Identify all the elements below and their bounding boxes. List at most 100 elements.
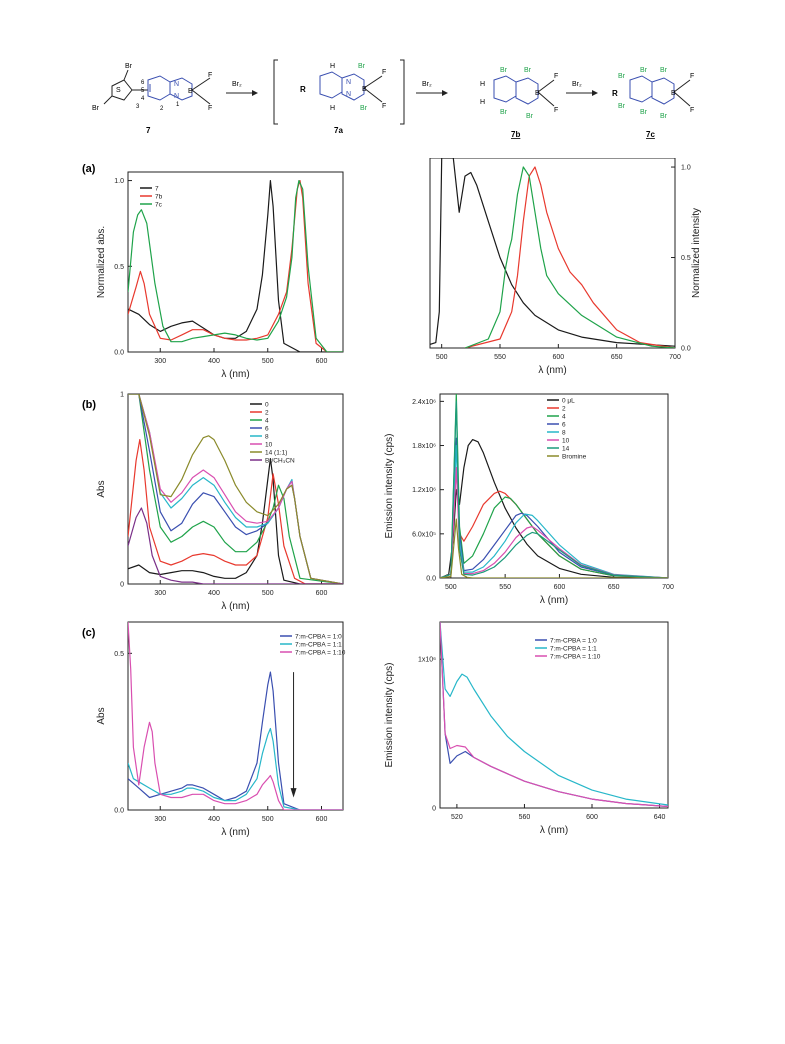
y-tick-label: 1.0 <box>114 178 124 185</box>
y-tick-label: 0.5 <box>114 651 124 658</box>
legend-label: 0 μL <box>562 398 575 405</box>
series-line <box>128 394 343 584</box>
atom-br: Br <box>358 63 366 70</box>
series-line <box>440 394 668 578</box>
series-line <box>440 437 668 578</box>
y-axis-label: Normalized abs. <box>96 226 107 298</box>
chart-b-emission: 500 550 600 650 700 0.0 6.0x10⁵ 1.2x10⁶ 1.8x10⁶ 2… <box>384 393 674 606</box>
plot-frame <box>429 158 676 349</box>
x-axis-label: λ (nm) <box>221 601 249 612</box>
bracket-left <box>273 59 278 125</box>
x-tick-label: 300 <box>154 358 166 365</box>
ring-number: 3 <box>136 104 140 110</box>
legend-label: Br/CH₃CN <box>265 458 295 465</box>
x-tick-label: 520 <box>451 814 463 821</box>
atom-f: F <box>382 69 386 76</box>
series-line <box>440 622 668 806</box>
legend-label: 7:m-CPBA = 1:0 <box>550 638 597 645</box>
x-axis-label: λ (nm) <box>221 827 249 838</box>
y-axis-label: Abs <box>96 480 107 497</box>
x-tick-label: 300 <box>154 816 166 823</box>
reaction-arrow <box>416 90 448 96</box>
ring-number: 2 <box>160 106 164 112</box>
atom-n: N <box>174 93 179 100</box>
legend-label: 7:m-CPBA = 1:1 <box>550 646 597 653</box>
x-tick-label: 500 <box>445 584 457 591</box>
y-tick-label: 6.0x10⁵ <box>412 531 436 538</box>
x-tick-label: 500 <box>436 354 448 361</box>
series-line <box>430 158 675 347</box>
atom-h: H <box>480 81 485 88</box>
ring-number: 4 <box>141 96 145 102</box>
x-tick-label: 600 <box>316 816 328 823</box>
series-line <box>464 166 675 348</box>
atom-br: Br <box>660 113 668 120</box>
legend-label: 10 <box>562 438 570 445</box>
y-tick-label: 1 <box>120 392 124 399</box>
x-tick-label: 600 <box>552 354 564 361</box>
x-axis-label: λ (nm) <box>540 825 568 836</box>
plot-frame <box>127 171 344 353</box>
x-tick-label: 500 <box>262 590 274 597</box>
chart-c-emission: 520 560 600 640 0 1x10⁶ λ (nm) Emission intensi… <box>384 621 669 836</box>
reaction-arrow <box>566 90 598 96</box>
x-tick-label: 400 <box>208 816 220 823</box>
legend-label: 0 <box>265 402 269 409</box>
atom-r: R <box>612 89 618 98</box>
series-line <box>128 180 343 352</box>
atom-br: Br <box>92 105 100 112</box>
series-line <box>464 166 675 348</box>
x-tick-label: 600 <box>316 358 328 365</box>
reagent-label: Br₂ <box>232 81 242 88</box>
x-tick-label: 600 <box>554 584 566 591</box>
legend-label: 8 <box>562 430 566 437</box>
ring-number: 6 <box>141 80 145 86</box>
legend-label: 14 (1:1) <box>265 450 287 457</box>
chart-c-absorbance: 300 400 500 600 0.0 0.5 λ (nm) Abs 7:m-CPBA = 1:… <box>96 621 346 838</box>
x-tick-label: 640 <box>654 814 666 821</box>
atom-br: Br <box>500 67 508 74</box>
y-tick-label: 1.2x10⁶ <box>412 487 436 494</box>
x-tick-label: 500 <box>262 816 274 823</box>
atom-h: H <box>330 105 335 112</box>
series-line <box>440 622 668 808</box>
series-line <box>440 400 668 578</box>
x-axis-label: λ (nm) <box>221 369 249 380</box>
x-tick-label: 600 <box>586 814 598 821</box>
compound-label-7: 7 <box>146 126 151 135</box>
atom-br: Br <box>500 109 508 116</box>
y-tick-label: 1x10⁶ <box>418 657 436 664</box>
atom-b: B <box>535 90 540 97</box>
y-axis-label: Emission intensity (cps) <box>384 433 395 538</box>
atom-f: F <box>208 105 212 112</box>
x-tick-label: 500 <box>262 358 274 365</box>
x-tick-label: 400 <box>208 590 220 597</box>
compound-7-structure <box>103 69 211 105</box>
bracket-right <box>400 59 405 125</box>
x-tick-label: 550 <box>494 354 506 361</box>
y-tick-label: 0.0 <box>114 808 124 815</box>
atom-br: Br <box>524 67 532 74</box>
y-tick-label: 1.8x10⁶ <box>412 443 436 450</box>
atom-f: F <box>382 103 386 110</box>
compound-label-7a: 7a <box>334 126 343 135</box>
legend-label: Bromine <box>562 454 587 461</box>
legend-label: 6 <box>562 422 566 429</box>
chart-a-absorbance: 300 400 500 600 0.0 0.5 1.0 λ (nm) Normalized ab… <box>96 171 344 380</box>
y-tick-label: 0.0 <box>426 576 436 583</box>
legend-label: 7 <box>155 186 159 193</box>
atom-br: Br <box>618 103 626 110</box>
atom-h: H <box>480 99 485 106</box>
atom-br: Br <box>640 67 648 74</box>
legend-label: 14 <box>562 446 570 453</box>
legend-label: 6 <box>265 426 269 433</box>
x-tick-label: 650 <box>608 584 620 591</box>
ring-number: 5 <box>141 88 145 94</box>
y-tick-label: 1.0 <box>681 165 691 172</box>
atom-n: N <box>346 91 351 98</box>
x-tick-label: 550 <box>499 584 511 591</box>
x-tick-label: 560 <box>519 814 531 821</box>
series-line <box>440 467 668 578</box>
